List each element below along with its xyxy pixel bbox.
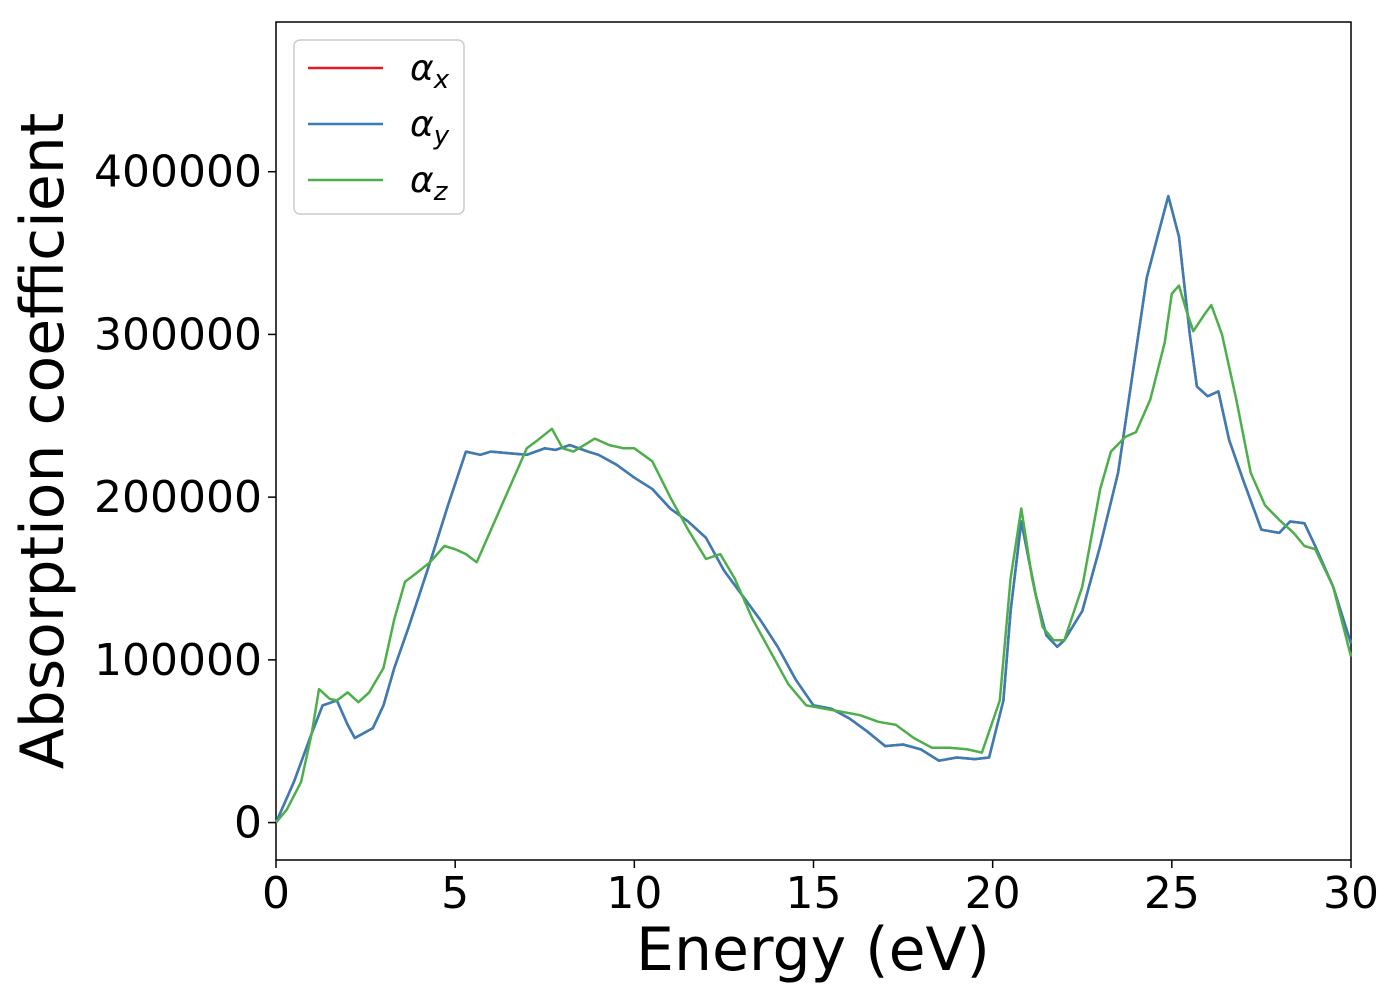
x-tick-label: 0: [262, 868, 290, 919]
y-tick-label: 0: [234, 798, 262, 849]
legend: αx αy αz: [293, 39, 465, 215]
legend-box: [293, 39, 465, 215]
x-tick-label: 25: [1144, 868, 1200, 919]
x-tick-label: 20: [965, 868, 1021, 919]
x-axis-title: Energy (eV): [636, 915, 990, 985]
series-line-y: [274, 194, 1353, 824]
y-tick-label: 200000: [94, 472, 262, 523]
x-tick-label: 30: [1323, 868, 1379, 919]
y-tick-label: 400000: [94, 147, 262, 198]
y-tick-label: 100000: [94, 635, 262, 686]
y-tick-label: 300000: [94, 309, 262, 360]
x-tick-label: 15: [786, 868, 842, 919]
legend-label-x: αx: [410, 48, 450, 95]
y-axis-ticks: 0 100000 200000 300000 400000: [94, 147, 276, 849]
series-lines: [274, 194, 1353, 824]
x-axis-ticks: 0 5 10 15 20 25 30: [262, 860, 1379, 919]
legend-label-z: αz: [410, 160, 449, 207]
series-line-z: [275, 284, 1353, 824]
x-tick-label: 5: [441, 868, 469, 919]
y-axis-title: Absorption coefficient: [8, 113, 78, 770]
legend-label-y: αy: [410, 104, 450, 151]
x-tick-label: 10: [606, 868, 662, 919]
